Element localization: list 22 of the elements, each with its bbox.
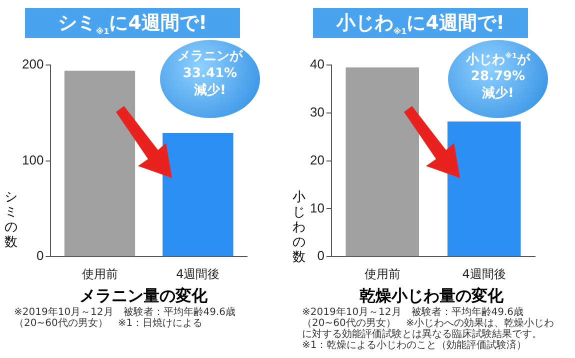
y-tick-label: 40 xyxy=(310,56,324,72)
x-axis-title: メラニン量の変化 xyxy=(78,286,208,306)
x-tick-label: 使用前 xyxy=(82,266,118,281)
y-tick-label: 20 xyxy=(310,152,324,168)
y-tick-label: 30 xyxy=(310,104,324,120)
y-axis-title: 小じわの数 xyxy=(292,190,306,265)
x-axis-title: 乾燥小じわ量の変化 xyxy=(358,286,504,306)
text: ※2019年10月～12月 被験者：平均年齢49.6歳（20~60代の男女） ※小じわへの効果は、乾燥小じわに対する効能評価試験とは異なる臨床試験結果です。※1：乾燥による小じわのこと（効能評価試験済） xyxy=(302,307,556,351)
text: ※2019年10月～12月 被験者：平均年齢49.6歳（20~60代の男女） ※1：日焼けによる xyxy=(14,307,237,329)
y-axis-title: シミの数 xyxy=(4,190,18,250)
chart-title: 小じわ$_{※1}$に4週間で! xyxy=(313,8,528,38)
y-tick-label: 0 xyxy=(317,248,324,264)
y-tick-label: 10 xyxy=(310,200,324,216)
speech-bubble: メラニンが 33.41% 減少! xyxy=(160,40,260,118)
x-tick-label: 使用前 xyxy=(364,266,400,281)
x-tick-label: 4週間後 xyxy=(176,266,220,281)
x-tick-label: 4週間後 xyxy=(462,266,506,281)
y-tick-label: 0 xyxy=(36,248,44,264)
chart-title: シミ$_{※1}$に4週間で! xyxy=(25,8,240,38)
speech-bubble: 小じわ$^{※1}$が 28.79% 減少! xyxy=(448,40,548,118)
y-tick-label: 200 xyxy=(22,56,44,72)
y-tick-label: 100 xyxy=(22,152,44,168)
